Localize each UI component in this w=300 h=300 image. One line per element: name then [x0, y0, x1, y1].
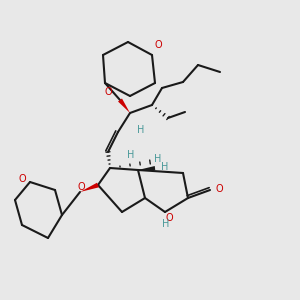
- Text: H: H: [162, 219, 170, 229]
- Text: H: H: [137, 125, 144, 135]
- Text: O: O: [215, 184, 223, 194]
- Text: O: O: [77, 182, 85, 192]
- Text: O: O: [165, 213, 173, 223]
- Text: H: H: [127, 150, 134, 160]
- Text: H: H: [161, 162, 168, 172]
- Text: H: H: [154, 154, 161, 164]
- Polygon shape: [80, 183, 99, 192]
- Text: O: O: [154, 40, 162, 50]
- Polygon shape: [118, 98, 130, 113]
- Text: O: O: [104, 87, 112, 97]
- Text: O: O: [18, 174, 26, 184]
- Polygon shape: [138, 166, 155, 170]
